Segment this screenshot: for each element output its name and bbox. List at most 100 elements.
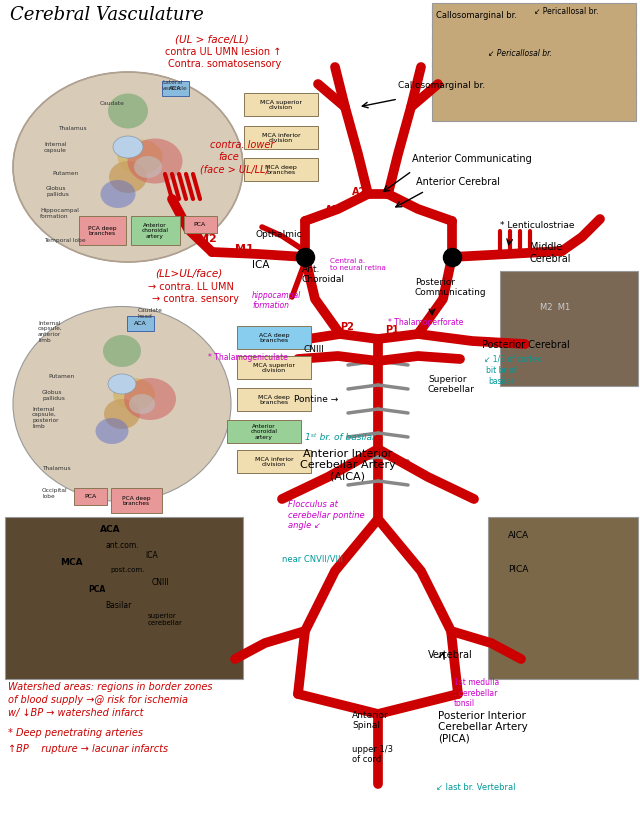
Ellipse shape bbox=[113, 379, 155, 410]
Text: near CNVII/VIII: near CNVII/VIII bbox=[282, 554, 343, 563]
Ellipse shape bbox=[113, 136, 143, 159]
Text: PCA: PCA bbox=[88, 585, 105, 593]
Text: ant.com.: ant.com. bbox=[105, 540, 139, 549]
Text: of blood supply →@ risk for ischemia: of blood supply →@ risk for ischemia bbox=[8, 694, 188, 704]
FancyBboxPatch shape bbox=[79, 216, 125, 245]
Text: * Thalamogeniculate: * Thalamogeniculate bbox=[208, 352, 288, 361]
Text: Contra. somatosensory: Contra. somatosensory bbox=[168, 59, 281, 69]
Text: contra. lower: contra. lower bbox=[210, 140, 275, 150]
Text: CNIII: CNIII bbox=[152, 577, 170, 586]
Bar bbox=[432, 88, 636, 94]
FancyBboxPatch shape bbox=[237, 388, 312, 411]
Ellipse shape bbox=[124, 379, 176, 420]
FancyBboxPatch shape bbox=[161, 81, 189, 97]
Ellipse shape bbox=[127, 139, 182, 184]
Text: ACA: ACA bbox=[134, 321, 147, 326]
Text: ↑BP    rupture → lacunar infarcts: ↑BP rupture → lacunar infarcts bbox=[8, 743, 168, 753]
Text: Caudate: Caudate bbox=[100, 101, 125, 106]
FancyBboxPatch shape bbox=[243, 93, 319, 117]
Text: MCA superior
division: MCA superior division bbox=[253, 362, 295, 373]
Text: Basilar: Basilar bbox=[105, 600, 131, 609]
Text: Hippocampal
formation: Hippocampal formation bbox=[40, 208, 79, 218]
Text: * Deep penetrating arteries: * Deep penetrating arteries bbox=[8, 727, 143, 737]
Text: PICA: PICA bbox=[508, 564, 529, 573]
FancyBboxPatch shape bbox=[74, 488, 106, 505]
Text: w/ ↓BP → watershed infarct: w/ ↓BP → watershed infarct bbox=[8, 707, 143, 717]
Text: (LL>UL/face): (LL>UL/face) bbox=[155, 269, 222, 279]
Text: Putamen: Putamen bbox=[52, 171, 78, 176]
Text: Vertebral: Vertebral bbox=[428, 649, 473, 659]
Text: Posterior
Communicating: Posterior Communicating bbox=[415, 277, 486, 297]
Text: Opthalmic: Opthalmic bbox=[256, 230, 303, 239]
Text: A1: A1 bbox=[325, 205, 339, 215]
Text: * Thalamoperforate: * Thalamoperforate bbox=[388, 318, 463, 327]
FancyBboxPatch shape bbox=[488, 518, 638, 679]
Text: ↙ Pericallosal br.: ↙ Pericallosal br. bbox=[488, 49, 552, 58]
FancyBboxPatch shape bbox=[237, 326, 312, 349]
Text: Callosomarginal br.: Callosomarginal br. bbox=[398, 81, 485, 90]
Text: Temporal lobe: Temporal lobe bbox=[44, 237, 86, 242]
Text: hippocampal
formation: hippocampal formation bbox=[252, 290, 301, 309]
Text: Watershed areas: regions in border zones: Watershed areas: regions in border zones bbox=[8, 681, 212, 691]
Text: M1: M1 bbox=[235, 244, 253, 254]
Text: 1st medulla
: cerebellar
tonsil: 1st medulla : cerebellar tonsil bbox=[454, 677, 499, 707]
Bar bbox=[432, 49, 636, 55]
FancyBboxPatch shape bbox=[237, 356, 312, 379]
Ellipse shape bbox=[109, 162, 147, 194]
Text: (UL > face/LL): (UL > face/LL) bbox=[175, 34, 249, 44]
Text: upper 1/3
of cord: upper 1/3 of cord bbox=[352, 743, 393, 763]
Ellipse shape bbox=[129, 394, 155, 414]
FancyBboxPatch shape bbox=[227, 420, 301, 443]
Text: Thalamus: Thalamus bbox=[42, 466, 70, 471]
Text: superior
cerebellar: superior cerebellar bbox=[148, 612, 183, 625]
FancyBboxPatch shape bbox=[432, 4, 636, 122]
FancyBboxPatch shape bbox=[500, 272, 638, 386]
FancyBboxPatch shape bbox=[243, 158, 319, 181]
Text: Globus
pallidus: Globus pallidus bbox=[42, 390, 65, 400]
Text: Anterior
Spinal: Anterior Spinal bbox=[352, 710, 388, 729]
Text: 1ˢᵗ br. of basilar: 1ˢᵗ br. of basilar bbox=[305, 433, 376, 442]
FancyBboxPatch shape bbox=[184, 216, 216, 233]
Text: Anterior Interior
Cerebellar Artery
(AICA): Anterior Interior Cerebellar Artery (AIC… bbox=[300, 448, 396, 481]
Text: ICA: ICA bbox=[145, 550, 157, 559]
Bar bbox=[432, 10, 636, 16]
Text: MCA deep
branches: MCA deep branches bbox=[265, 165, 297, 175]
Text: Lateral
ventricle: Lateral ventricle bbox=[162, 80, 188, 91]
Bar bbox=[432, 101, 636, 107]
Text: Anterior Cerebral: Anterior Cerebral bbox=[416, 177, 500, 187]
Text: Thalamus: Thalamus bbox=[58, 126, 86, 131]
Text: AICA: AICA bbox=[508, 530, 529, 539]
FancyBboxPatch shape bbox=[111, 488, 161, 513]
Text: ↙ last br. Vertebral: ↙ last br. Vertebral bbox=[436, 782, 515, 791]
FancyBboxPatch shape bbox=[127, 316, 154, 331]
Text: CNIII: CNIII bbox=[304, 345, 325, 354]
Text: → contra. LL UMN: → contra. LL UMN bbox=[148, 282, 234, 292]
Bar bbox=[432, 23, 636, 29]
Text: PCA deep
branches: PCA deep branches bbox=[88, 225, 116, 237]
Text: Anterior Communicating: Anterior Communicating bbox=[412, 154, 532, 164]
Text: MCA inferior
division: MCA inferior division bbox=[262, 132, 300, 143]
Text: ↙ 1/3 of cortex: ↙ 1/3 of cortex bbox=[484, 355, 541, 364]
Text: ↙ Pericallosal br.: ↙ Pericallosal br. bbox=[534, 7, 598, 16]
Text: Middle
Cerebral: Middle Cerebral bbox=[530, 242, 572, 264]
Bar bbox=[432, 75, 636, 81]
Text: Central a.
to neural retina: Central a. to neural retina bbox=[330, 258, 386, 270]
Text: P1: P1 bbox=[385, 325, 399, 335]
Text: Flocculus at
cerebellar pontine
angle ↙: Flocculus at cerebellar pontine angle ↙ bbox=[288, 500, 365, 529]
Text: Anterior
choroidal
artery: Anterior choroidal artery bbox=[141, 222, 168, 239]
Text: * Lenticulostriae: * Lenticulostriae bbox=[500, 221, 575, 230]
Text: basilar: basilar bbox=[488, 376, 514, 385]
Text: Posterior Cerebral: Posterior Cerebral bbox=[482, 340, 570, 350]
Text: M2  M1: M2 M1 bbox=[540, 303, 570, 312]
Ellipse shape bbox=[13, 73, 243, 263]
Text: Callosomarginal br.: Callosomarginal br. bbox=[436, 11, 517, 20]
Text: Cerebral Vasculature: Cerebral Vasculature bbox=[10, 6, 204, 24]
Ellipse shape bbox=[95, 418, 129, 444]
Text: A2: A2 bbox=[352, 187, 366, 197]
Text: ACA deep
branches: ACA deep branches bbox=[259, 332, 289, 343]
Text: PCA deep
branches: PCA deep branches bbox=[122, 495, 150, 506]
Text: ICA: ICA bbox=[252, 260, 269, 270]
Text: contra UL UMN lesion ↑: contra UL UMN lesion ↑ bbox=[165, 47, 282, 57]
FancyBboxPatch shape bbox=[243, 127, 319, 150]
Text: Internal
capsule: Internal capsule bbox=[44, 142, 67, 153]
